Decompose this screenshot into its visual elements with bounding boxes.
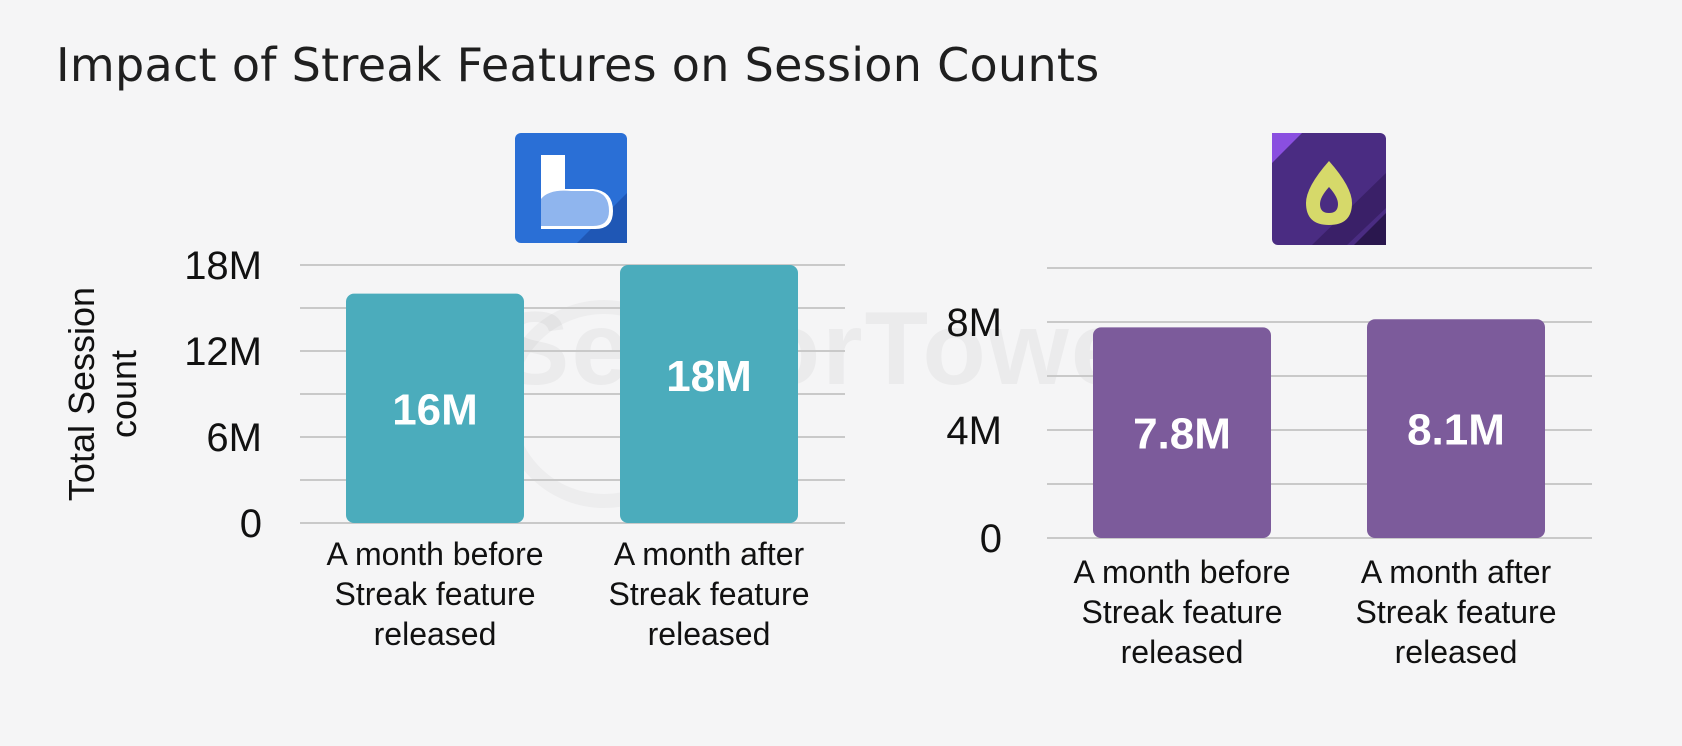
bar xyxy=(346,293,524,523)
y-tick-label: 18M xyxy=(184,244,262,288)
x-category-label: Streak feature xyxy=(1082,594,1283,630)
busuu-app-icon xyxy=(515,133,627,243)
bar xyxy=(1367,319,1545,538)
x-category-label: Streak feature xyxy=(609,576,810,612)
x-category-label: released xyxy=(1395,634,1518,670)
x-category-label: A month before xyxy=(326,536,543,572)
x-category-label: released xyxy=(1121,634,1244,670)
bar-data-label: 8.1M xyxy=(1407,406,1505,455)
bar-data-label: 18M xyxy=(666,352,752,401)
bar-data-label: 7.8M xyxy=(1133,410,1231,459)
x-category-label: released xyxy=(648,616,771,652)
bar xyxy=(1093,327,1271,538)
chart-busuu: 0 6M 12M 18M 16M A month before Streak feature… xyxy=(61,244,845,652)
chart-title: Impact of Streak Features on Session Cou… xyxy=(56,38,1100,92)
bar-data-label: 16M xyxy=(392,385,478,434)
x-category-label: Streak feature xyxy=(1356,594,1557,630)
y-tick-label: 8M xyxy=(946,301,1002,345)
y-tick-label: 12M xyxy=(184,330,262,374)
bar xyxy=(620,265,798,523)
x-category-label: A month before xyxy=(1073,554,1290,590)
x-category-label: released xyxy=(374,616,497,652)
chart-headspace: 0 4M 8M 7.8M A month before Streak feature rel… xyxy=(946,267,1592,670)
y-tick-label: 0 xyxy=(240,502,262,546)
y-axis-label: Total Sessioncount xyxy=(61,287,144,501)
x-category-label: A month after xyxy=(1361,554,1552,590)
headspace-app-icon xyxy=(1272,133,1386,245)
y-tick-label: 6M xyxy=(206,416,262,460)
x-category-label: A month after xyxy=(614,536,805,572)
y-tick-label: 4M xyxy=(946,409,1002,453)
x-category-label: Streak feature xyxy=(335,576,536,612)
y-tick-label: 0 xyxy=(980,517,1002,561)
